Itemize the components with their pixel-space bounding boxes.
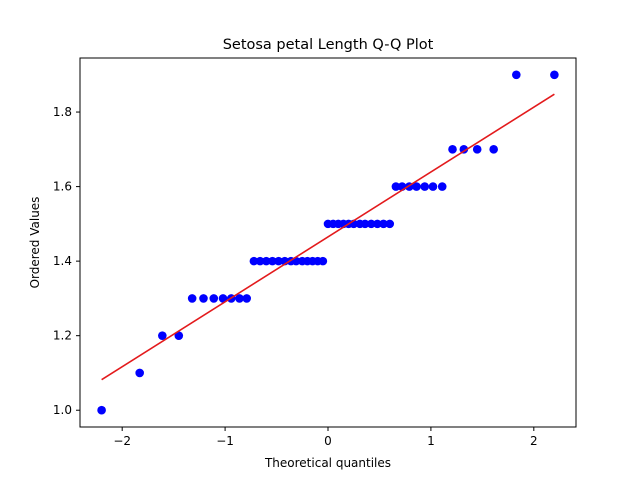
x-axis: −2 −1 0 1 2 (113, 427, 538, 448)
data-point (412, 182, 421, 191)
y-tick-label: 1.0 (53, 403, 72, 417)
x-tick-label: 2 (530, 434, 538, 448)
y-axis-label: Ordered Values (28, 197, 42, 289)
data-point (261, 256, 271, 266)
x-axis-label: Theoretical quantiles (264, 456, 391, 470)
x-tick-label: −1 (216, 434, 234, 448)
data-point (428, 182, 438, 191)
data-point (255, 256, 265, 266)
data-point (420, 182, 430, 191)
data-point (391, 182, 401, 191)
data-point (268, 256, 277, 266)
data-point (385, 219, 395, 229)
data-point (360, 219, 370, 229)
data-point (550, 70, 559, 80)
data-point (187, 294, 197, 303)
data-point (199, 294, 208, 303)
data-point (135, 368, 144, 378)
fit-line (101, 93, 555, 381)
data-point (174, 331, 184, 340)
data-point (318, 256, 328, 266)
data-point (373, 219, 382, 229)
y-axis: 1.0 1.2 1.4 1.6 1.8 (53, 105, 80, 417)
axes-frame (79, 57, 577, 428)
y-tick-label: 1.6 (53, 180, 72, 194)
x-tick-label: 1 (427, 434, 435, 448)
chart-title: Setosa petal Length Q-Q Plot (223, 37, 434, 53)
data-point (459, 145, 469, 154)
data-point (512, 70, 521, 80)
data-point (437, 182, 447, 191)
data-point (448, 145, 457, 154)
data-point (209, 294, 219, 303)
data-point (218, 294, 228, 303)
y-tick-label: 1.2 (53, 329, 72, 343)
data-point (274, 256, 283, 266)
data-point (249, 256, 259, 266)
data-point (379, 219, 388, 229)
data-point (472, 145, 482, 154)
data-point (235, 294, 244, 303)
data-point (489, 145, 498, 154)
y-tick-label: 1.8 (53, 105, 72, 119)
data-point (97, 405, 106, 415)
data-point (366, 219, 376, 229)
x-tick-label: 0 (324, 434, 332, 448)
plot-area (97, 70, 559, 415)
x-tick-label: −2 (113, 434, 131, 448)
y-tick-label: 1.4 (53, 254, 72, 268)
data-point (158, 331, 167, 340)
data-point (242, 294, 252, 303)
